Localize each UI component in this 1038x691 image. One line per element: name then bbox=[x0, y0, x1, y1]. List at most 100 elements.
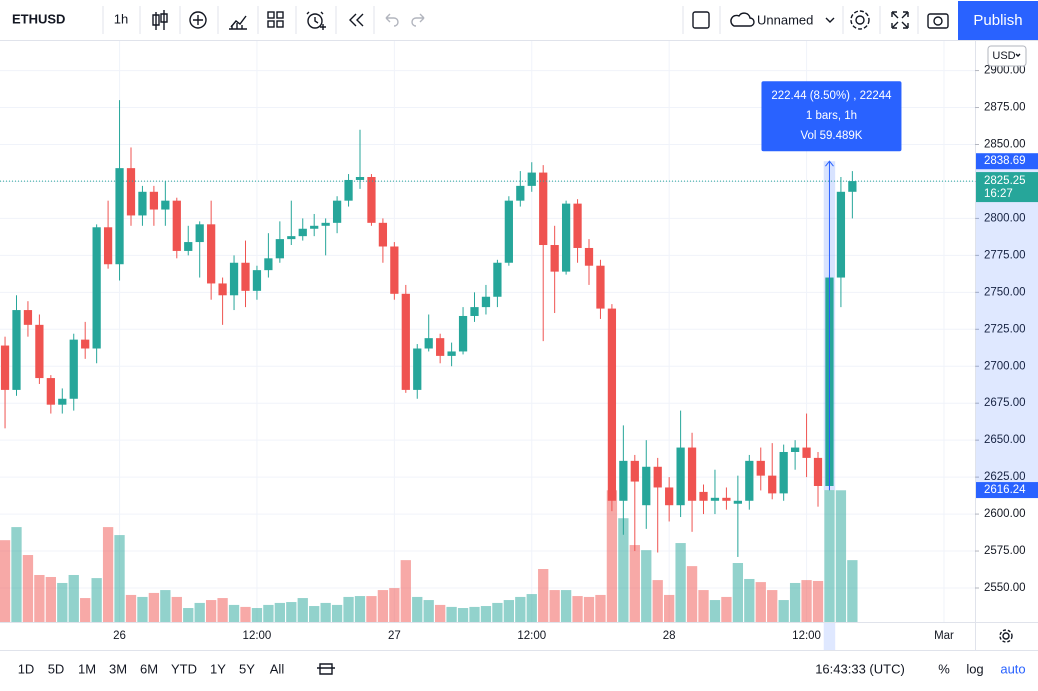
volume-bar bbox=[194, 602, 205, 622]
volume-bar bbox=[755, 582, 766, 622]
candle-body bbox=[756, 460, 765, 476]
volume-bar bbox=[80, 598, 91, 622]
candle-body bbox=[344, 179, 353, 201]
volume-bar bbox=[412, 596, 423, 622]
volume-bar bbox=[217, 598, 228, 622]
candle-body bbox=[103, 227, 113, 265]
volume-bar bbox=[446, 606, 457, 622]
volume-bar bbox=[240, 606, 251, 622]
scale-option[interactable]: auto bbox=[1000, 661, 1025, 676]
candle-body bbox=[561, 203, 571, 272]
candle-body bbox=[0, 345, 10, 390]
publish-button[interactable] bbox=[958, 1, 1038, 40]
candle-body bbox=[401, 293, 410, 390]
scale-option[interactable]: % bbox=[938, 661, 950, 676]
y-tick-label: 2575.00 bbox=[984, 545, 1026, 557]
scale-option[interactable]: log bbox=[966, 661, 983, 676]
goto-date-icon[interactable] bbox=[317, 663, 335, 675]
candle-body bbox=[573, 203, 582, 248]
measure-to-tag bbox=[976, 153, 1038, 170]
volume-bar bbox=[686, 566, 698, 622]
y-tick-label: 2750.00 bbox=[984, 286, 1026, 298]
range-button[interactable]: 5Y bbox=[239, 661, 255, 676]
volume-bar bbox=[549, 590, 560, 622]
candle-body bbox=[367, 177, 376, 223]
candle-body bbox=[848, 181, 857, 192]
range-button[interactable]: 5D bbox=[48, 661, 65, 676]
settings-icon[interactable] bbox=[999, 629, 1013, 643]
candle-body bbox=[722, 497, 731, 501]
candle-body bbox=[733, 500, 742, 504]
toolbar-separators bbox=[102, 6, 919, 34]
range-button[interactable]: 1Y bbox=[210, 661, 226, 676]
symbol[interactable]: ETHUSD bbox=[12, 11, 65, 26]
range-button[interactable]: YTD bbox=[171, 661, 197, 676]
x-tick-label: 26 bbox=[113, 630, 126, 642]
x-tick-label: 12:00 bbox=[792, 630, 821, 642]
volume-bar bbox=[22, 555, 34, 622]
volume-bar bbox=[595, 594, 606, 622]
currency[interactable]: USD bbox=[992, 50, 1015, 62]
volume-bar bbox=[331, 604, 343, 622]
measure-tooltip-line: Vol 59.489K bbox=[800, 130, 862, 142]
clock: 16:43:33 (UTC) bbox=[815, 661, 905, 676]
volume-bar bbox=[698, 590, 709, 622]
candle-body bbox=[46, 378, 55, 405]
candle-body bbox=[310, 225, 319, 229]
last-price: 2825.25 bbox=[984, 175, 1026, 187]
range-button[interactable]: 1M bbox=[78, 661, 96, 676]
volume-bar bbox=[801, 580, 812, 622]
volume-bar bbox=[125, 594, 137, 622]
candle-body bbox=[241, 262, 250, 291]
y-tick-label: 2900.00 bbox=[984, 65, 1026, 77]
last-price-tag bbox=[976, 172, 1038, 203]
candle-body bbox=[23, 310, 33, 325]
candle-body bbox=[630, 460, 639, 482]
candle-body bbox=[619, 460, 628, 501]
y-tick-label: 2600.00 bbox=[984, 508, 1026, 520]
volume-bar bbox=[721, 596, 732, 622]
candle-body bbox=[355, 177, 365, 180]
candle-body bbox=[710, 497, 720, 501]
volume-bar bbox=[343, 596, 354, 622]
volume-bar bbox=[789, 582, 801, 622]
volume-bar bbox=[297, 598, 308, 622]
candle-body bbox=[802, 447, 811, 458]
range-button[interactable]: 3M bbox=[109, 661, 127, 676]
candle-body bbox=[378, 222, 388, 247]
y-tick-label: 2675.00 bbox=[984, 397, 1026, 409]
measure-from-label: 2616.24 bbox=[984, 484, 1026, 496]
candle-body bbox=[69, 339, 78, 399]
volume-bar bbox=[515, 596, 526, 622]
currency-button[interactable] bbox=[987, 45, 1027, 67]
publish-label[interactable]: Publish bbox=[973, 12, 1022, 29]
range-button[interactable]: 6M bbox=[140, 661, 158, 676]
candle-body bbox=[275, 239, 284, 259]
toolbar-icons[interactable] bbox=[152, 10, 949, 30]
range-button[interactable]: 1D bbox=[18, 661, 35, 676]
measure-time-range bbox=[823, 623, 836, 650]
volume-bar bbox=[354, 596, 366, 622]
measure-tooltip-line: 1 bars, 1h bbox=[806, 110, 857, 122]
candle-body bbox=[642, 466, 651, 506]
x-tick-label: 12:00 bbox=[517, 630, 546, 642]
y-tick-label: 2625.00 bbox=[984, 471, 1026, 483]
candle-body bbox=[161, 200, 170, 210]
volume-bar bbox=[0, 540, 11, 622]
volume-bar bbox=[480, 606, 492, 622]
layout-name[interactable]: Unnamed bbox=[757, 12, 813, 27]
candle-body bbox=[458, 315, 468, 352]
x-tick-label: Mar bbox=[934, 630, 954, 642]
volume-bar bbox=[618, 518, 629, 622]
candle-body bbox=[172, 200, 181, 251]
x-tick-label: 28 bbox=[663, 630, 676, 642]
volume-bar bbox=[824, 490, 835, 622]
volume-bar bbox=[767, 590, 778, 622]
candle-body bbox=[596, 265, 605, 309]
range-button[interactable]: All bbox=[270, 661, 285, 676]
interval[interactable]: 1h bbox=[114, 11, 128, 26]
y-tick-label: 2875.00 bbox=[984, 102, 1026, 114]
volume-bar bbox=[526, 594, 537, 622]
volume-bar bbox=[57, 582, 68, 622]
